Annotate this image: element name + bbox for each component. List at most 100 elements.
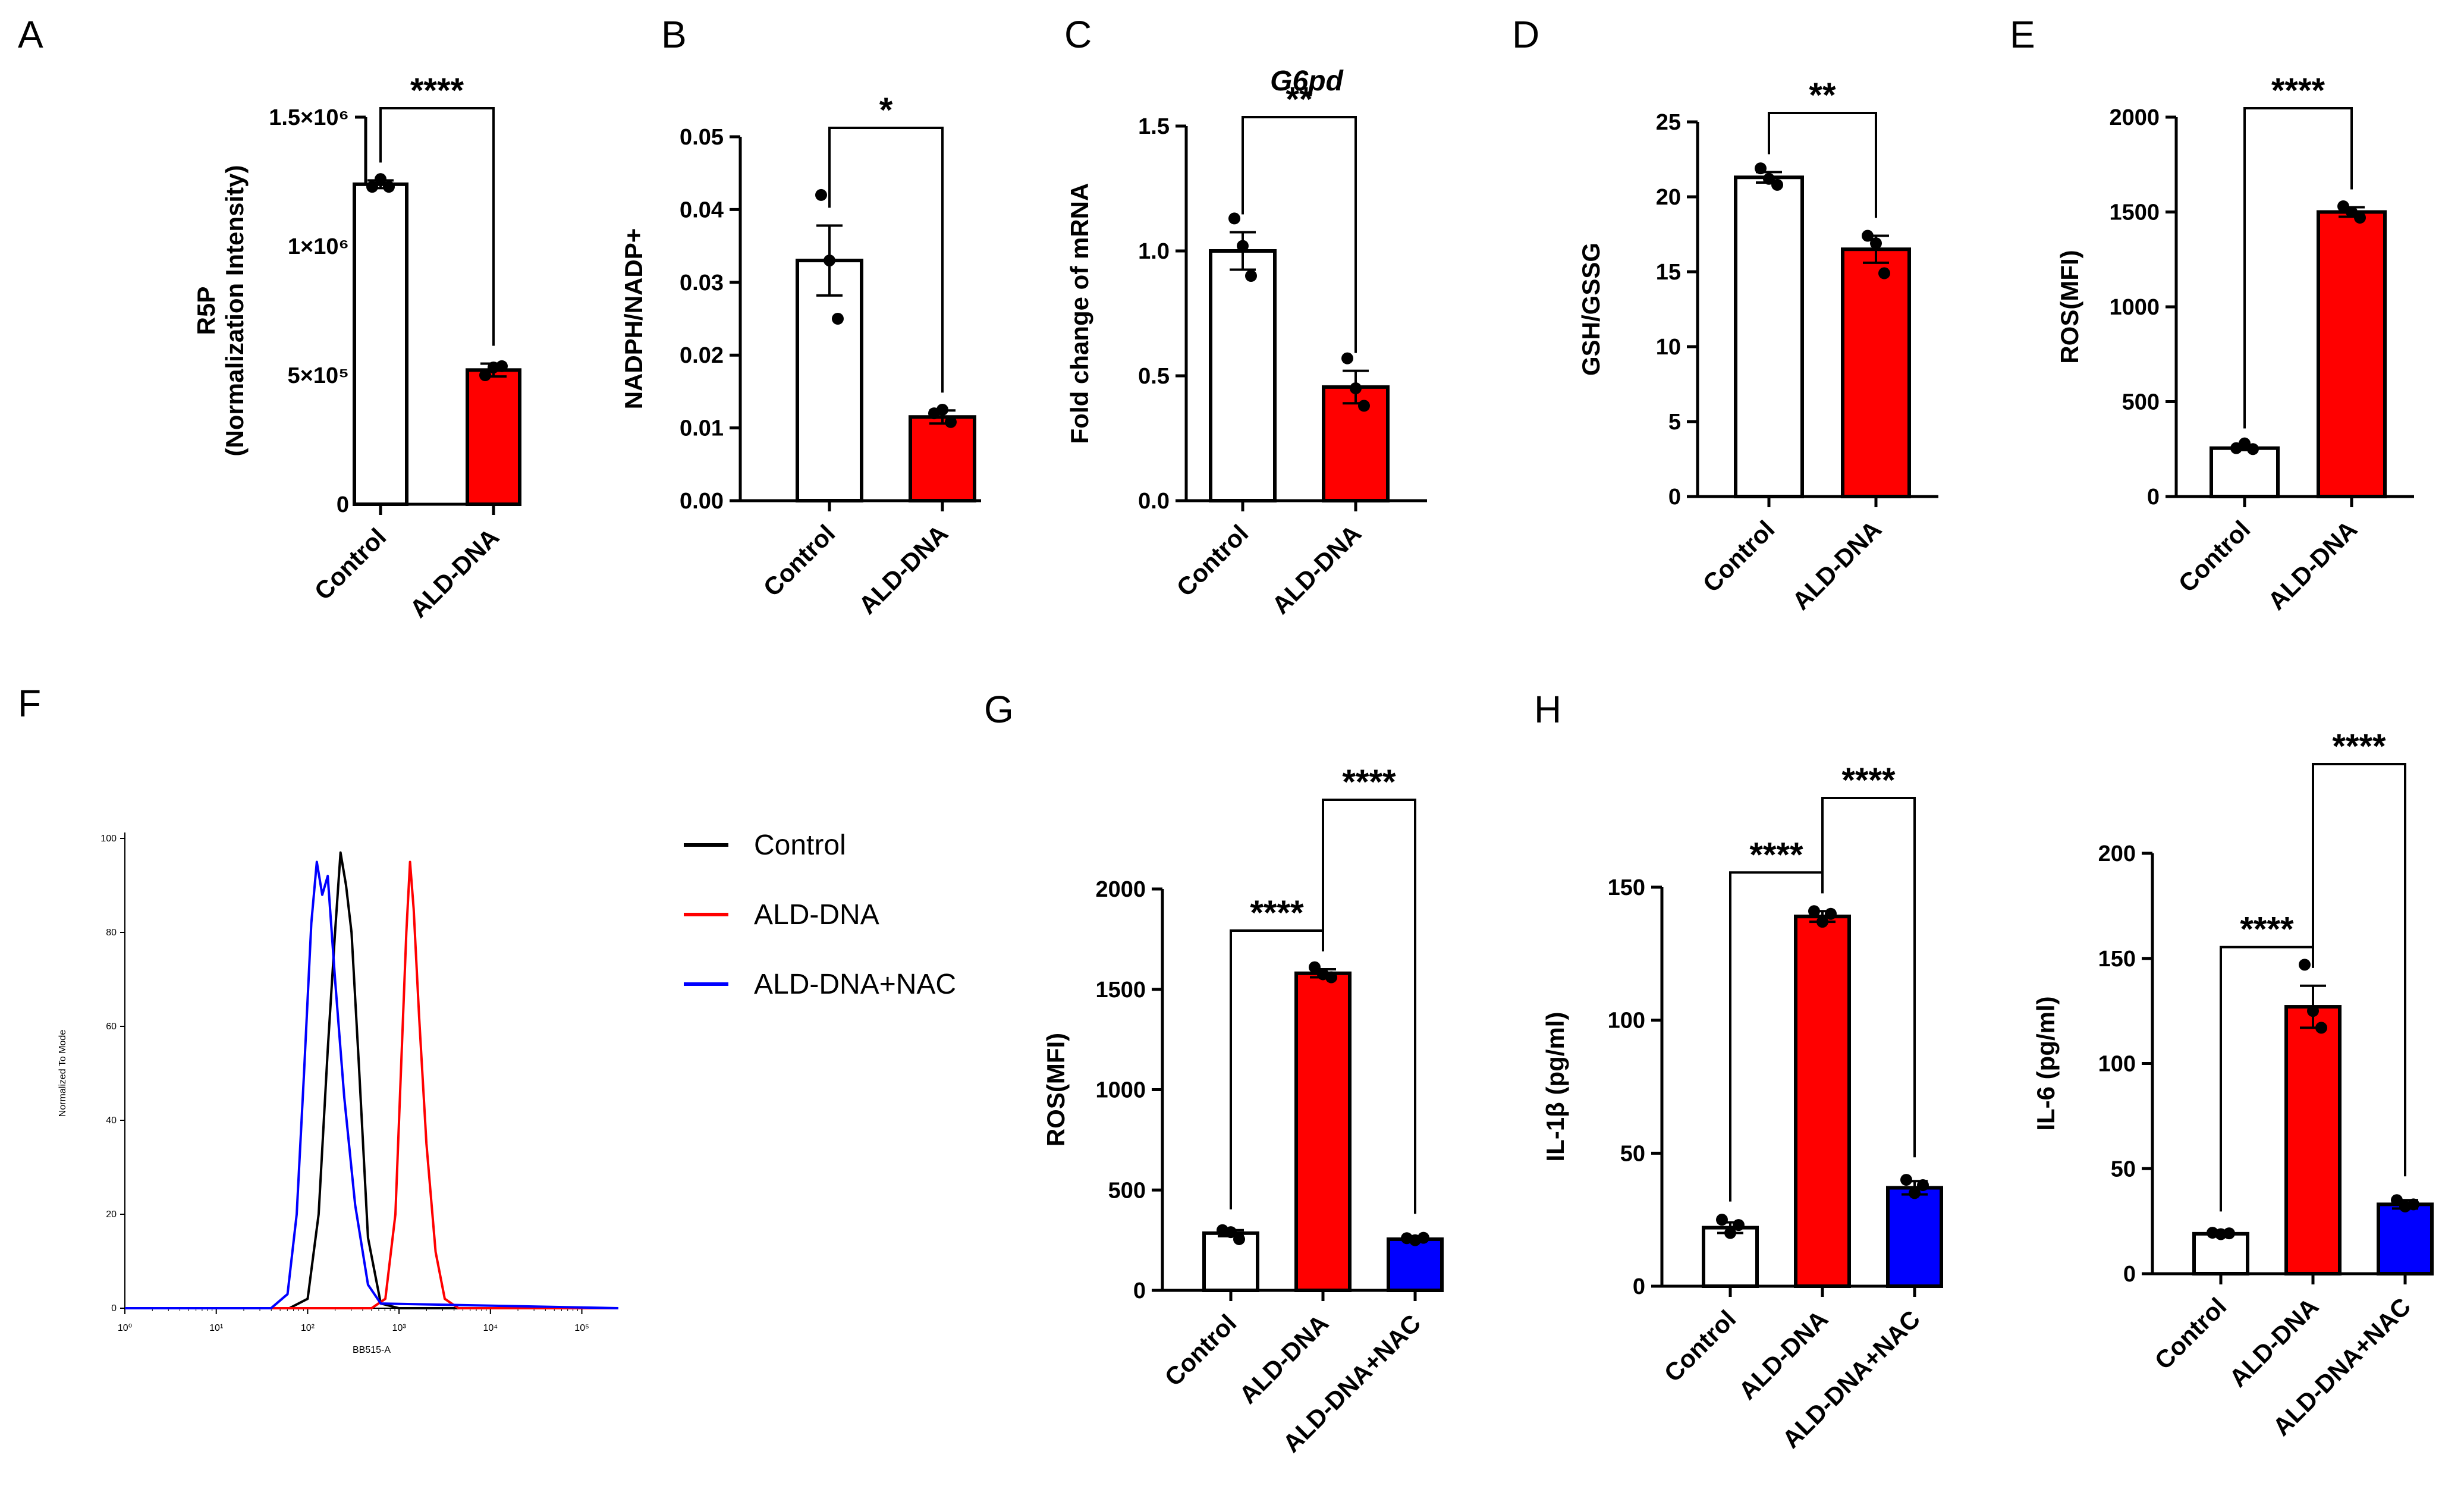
bar [2210,446,2280,499]
panel-A: A 0 5×10⁵ 1×10⁶ 1.5×10⁶ R5P (Normalization Int… [18,13,521,623]
data-point [2315,1022,2327,1034]
y-axis-label: Normalized To Mode [58,1030,68,1117]
data-point [1900,1174,1912,1186]
bar [1794,915,1851,1288]
x-tick-label: 10⁴ [483,1323,498,1333]
significance-label: ** [1286,80,1313,119]
bar [1322,385,1390,503]
y-tick-label: 0.0 [1138,489,1170,514]
data-point [2307,1005,2319,1017]
y-tick-label: 0 [337,492,349,517]
significance-bracket [2312,763,2406,1177]
y-tick-label: 5×10⁵ [288,363,349,388]
data-point [1870,237,1882,250]
y-tick-label: 1500 [2109,200,2160,225]
data-point [1733,1219,1745,1231]
data-point [1233,1233,1245,1245]
x-category-label: ALD-DNA [1733,1305,1834,1405]
y-tick-label: 100 [2098,1052,2136,1077]
x-category-label: ALD-DNA [853,519,954,620]
y-tick-label: 100 [100,834,117,844]
significance-label: **** [2271,71,2325,110]
y-tick-label: 0.04 [680,197,724,222]
significance-bracket [2243,107,2353,429]
panel-title: G6pd [1270,65,1344,97]
y-tick-label: 1000 [1095,1078,1146,1103]
data-point [1917,1179,1929,1192]
data-point [2299,959,2311,971]
legend-label: ALD-DNA+NAC [754,969,956,1000]
panel-B: B 0.00 0.01 0.02 0.03 0.04 0.05 NADPH/NADP+ Cont… [620,13,981,620]
x-tick-label: 10² [301,1323,315,1333]
y-axis-label: IL-1β (pg/ml) [1541,1012,1569,1162]
data-point [1341,352,1353,365]
x-category-label: Control [1171,519,1254,602]
y-tick-label: 1500 [1095,978,1146,1003]
x-category-label: ALD-DNA [1787,515,1887,615]
y-axis-label: R5P [192,287,220,335]
y-tick-label: 50 [1620,1141,1645,1166]
data-point [936,404,948,416]
y-tick-label: 15 [1656,260,1681,285]
y-axis-label: Fold change of mRNA [1066,183,1093,444]
y-tick-label: 50 [2111,1157,2136,1182]
bar [466,368,521,506]
data-point [1237,240,1249,252]
y-tick-label: 150 [2098,947,2136,972]
x-tick-label: 10⁵ [574,1323,589,1333]
y-tick-label: 0.01 [680,416,724,441]
data-point [2239,437,2251,450]
data-point [1755,162,1767,175]
y-tick-label: 5 [1668,410,1681,435]
significance-label: **** [1250,894,1304,932]
data-point [383,181,395,193]
panel-letter: C [1064,13,1092,56]
significance-label: **** [1841,761,1896,800]
x-category-label: ALD-DNA [1266,519,1367,620]
significance-label: **** [2240,910,2294,949]
significance-bracket [379,107,495,346]
data-point [375,173,386,186]
bar [1202,1231,1259,1292]
x-category-label: Control [1159,1309,1242,1391]
data-point [479,369,491,381]
significance-label: **** [410,71,464,110]
x-category-label: Control [1659,1305,1742,1387]
data-point [945,416,957,428]
panel-F: F 0 20 40 60 80 100 10⁰ 10¹ 10² 10³ 10⁴ 10⁵ BB515-A No… [18,682,956,1355]
y-axis-label: ROS(MFI) [2056,250,2083,363]
y-tick-label: 150 [1608,875,1645,900]
data-point [2337,200,2349,212]
significance-bracket [1768,112,1877,218]
significance-label: **** [1749,835,1803,874]
data-point [2247,443,2259,455]
data-point [366,181,378,193]
x-category-label: Control [1698,515,1780,598]
bar [1886,1186,1943,1289]
y-tick-label: 60 [106,1022,117,1032]
data-point [2408,1198,2419,1211]
data-point [2346,206,2358,218]
y-tick-label: 0 [1668,485,1681,510]
data-point [1878,267,1890,279]
y-tick-label: 200 [2098,841,2136,866]
legend-label: ALD-DNA [754,899,879,931]
y-tick-label: 10 [1656,335,1681,360]
y-tick-label: 500 [1108,1178,1146,1203]
y-axis-label: ROS(MFI) [1042,1033,1070,1146]
y-tick-label: 0 [2123,1262,2136,1287]
y-tick-label: 80 [106,928,117,938]
panel-letter: D [1512,13,1539,56]
x-axis-label: BB515-A [353,1345,391,1355]
y-tick-label: 2000 [1095,877,1146,902]
y-tick-label: 40 [106,1116,117,1126]
x-category-label: Control [2149,1292,2232,1375]
y-tick-label: 2000 [2109,105,2160,130]
significance-bracket [1322,799,1416,1214]
legend-label: Control [754,830,846,861]
panel-letter: B [661,13,687,56]
x-tick-label: 10¹ [209,1323,223,1333]
bar [1841,247,1911,498]
